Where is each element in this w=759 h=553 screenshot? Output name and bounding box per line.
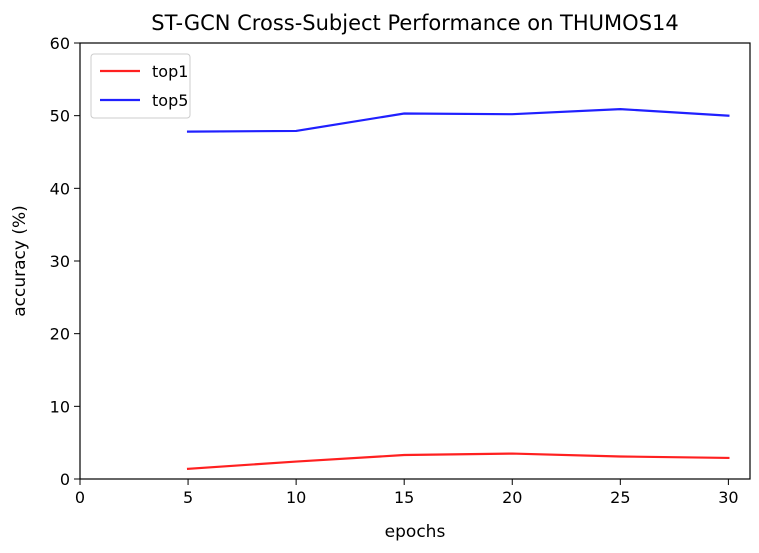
y-tick-label: 50 xyxy=(50,107,70,126)
x-tick-label: 30 xyxy=(718,488,738,507)
x-tick-label: 5 xyxy=(183,488,193,507)
x-tick-label: 25 xyxy=(610,488,630,507)
y-tick-label: 0 xyxy=(60,470,70,489)
legend: top1 top5 xyxy=(90,53,191,119)
series-line-top1 xyxy=(186,452,730,471)
x-axis-label: epochs xyxy=(385,522,446,542)
series-line-top5 xyxy=(186,108,730,133)
y-tick-label: 40 xyxy=(50,179,70,198)
chart-title: ST-GCN Cross-Subject Performance on THUM… xyxy=(151,11,679,35)
y-tick-label: 30 xyxy=(50,252,70,271)
x-tick-label: 10 xyxy=(286,488,306,507)
y-axis-label: accuracy (%) xyxy=(10,205,30,317)
y-tick-label: 20 xyxy=(50,325,70,344)
plot-area xyxy=(79,42,751,480)
legend-label-top1: top1 xyxy=(152,62,188,81)
y-tick-label: 10 xyxy=(50,397,70,416)
x-tick-label: 15 xyxy=(394,488,414,507)
plot-frame xyxy=(79,42,751,480)
y-tick-label: 60 xyxy=(50,34,70,53)
axis-ticks: 0 5 10 15 20 25 30 0 10 20 30 40 50 60 xyxy=(50,34,739,507)
series-lines xyxy=(186,108,730,471)
x-tick-label: 20 xyxy=(502,488,522,507)
x-tick-label: 0 xyxy=(75,488,85,507)
legend-label-top5: top5 xyxy=(152,91,188,110)
